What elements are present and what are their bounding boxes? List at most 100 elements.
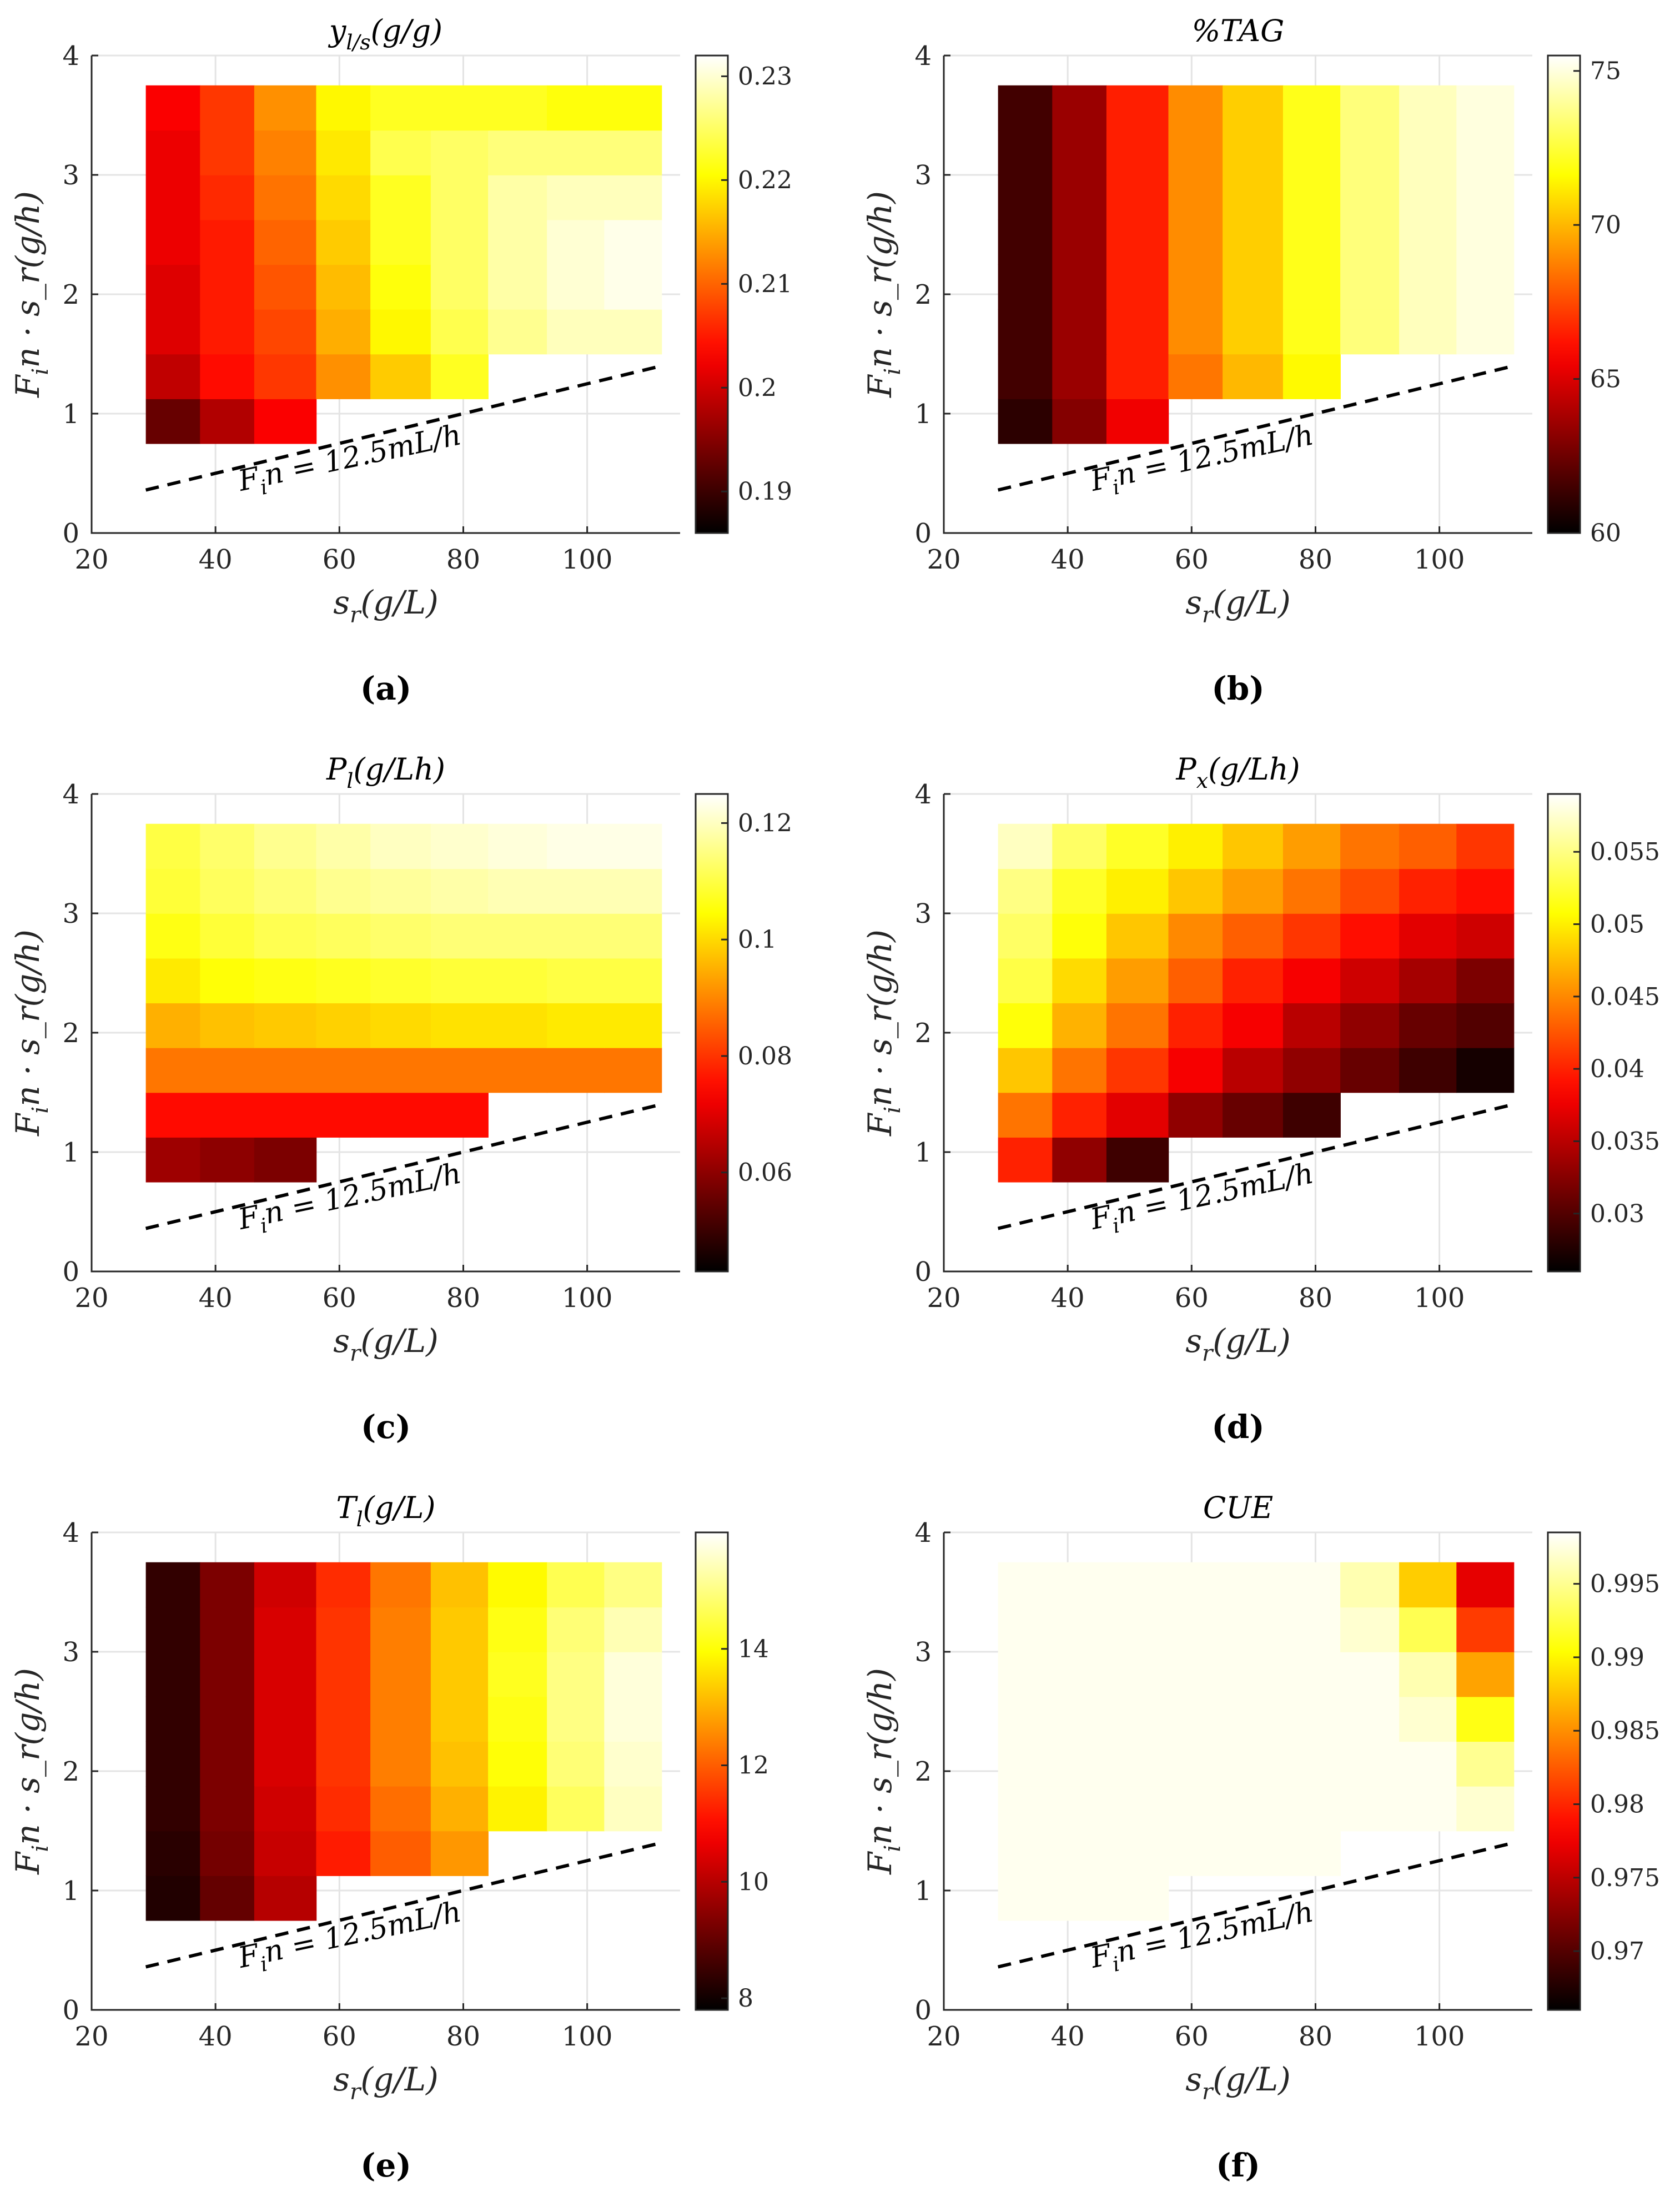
- x-tick-label: 60: [323, 544, 356, 575]
- heatmap-cell: [1399, 1047, 1457, 1093]
- x-tick-label: 20: [927, 1283, 960, 1314]
- heatmap-cell: [1106, 1652, 1169, 1697]
- y-axis-label: Fin · s_r(g/h): [9, 1668, 53, 1875]
- heatmap-cell: [1106, 913, 1169, 959]
- heatmap-cell: [1052, 1741, 1107, 1787]
- heatmap-cell: [316, 1047, 371, 1093]
- panel-caption: (e): [360, 2146, 411, 2184]
- y-tick-label: 4: [914, 41, 932, 72]
- heatmap-cell: [1168, 85, 1223, 131]
- heatmap-cell: [1282, 823, 1341, 869]
- heatmap-cell: [1052, 1652, 1107, 1697]
- colorbar-tick-label: 8: [738, 1984, 753, 2013]
- heatmap-cell: [488, 1562, 547, 1608]
- x-tick-label: 20: [74, 2021, 108, 2052]
- heatmap-cell: [316, 1741, 371, 1787]
- heatmap-cell: [998, 264, 1053, 310]
- heatmap-cell: [547, 823, 605, 869]
- heatmap-cell: [1340, 913, 1400, 959]
- heatmap-cell: [1340, 264, 1400, 310]
- x-tick-label: 100: [1414, 2021, 1465, 2052]
- y-tick-label: 0: [914, 518, 932, 549]
- heatmap-cell: [488, 1652, 547, 1697]
- heatmap-cell: [1168, 1696, 1223, 1742]
- heatmap-cell: [430, 1786, 489, 1832]
- x-axis-label: sr(g/L): [1185, 2060, 1291, 2105]
- heatmap-cell: [145, 868, 201, 914]
- x-tick-label: 60: [1175, 2021, 1209, 2052]
- heatmap-cell: [1340, 1786, 1400, 1832]
- heatmap-cell: [430, 868, 489, 914]
- y-tick-label: 4: [62, 41, 79, 72]
- heatmap-cell: [1399, 1652, 1457, 1697]
- heatmap-cell: [254, 823, 317, 869]
- panel-e: Fin = 12.5mL/h20 40 60 80 10001234Tl(g/L)sr(…: [9, 1490, 769, 2184]
- heatmap-cell: [1052, 823, 1107, 869]
- panel-a: Fin = 12.5mL/h20 40 60 80 10001234yl/s(g/g)s…: [9, 13, 792, 707]
- heatmap-cell: [1456, 85, 1515, 131]
- colorbar-tick-label: 0.05: [1590, 911, 1644, 939]
- heatmap-cell: [200, 1047, 255, 1093]
- colorbar-tick-label: 70: [1590, 211, 1621, 239]
- heatmap-cell: [1052, 1786, 1107, 1832]
- heatmap-cell: [145, 823, 201, 869]
- heatmap-cell: [998, 130, 1053, 175]
- heatmap-cell: [1052, 868, 1107, 914]
- heatmap-cell: [430, 264, 489, 310]
- panel-caption: (c): [361, 1408, 411, 1446]
- heatmap-cell: [370, 913, 431, 959]
- colorbar: [1547, 793, 1581, 1273]
- heatmap-cell: [316, 1831, 371, 1876]
- heatmap-cell: [1456, 1652, 1515, 1697]
- heatmap-cell: [1456, 868, 1515, 914]
- heatmap-cell: [145, 85, 201, 131]
- heatmap-cell: [1052, 85, 1107, 131]
- heatmap-cell: [254, 264, 317, 310]
- heatmap-cell: [200, 1092, 255, 1138]
- x-axis-label: sr(g/L): [333, 2060, 439, 2105]
- heatmap-cell: [1223, 1652, 1284, 1697]
- heatmap-cell: [998, 913, 1053, 959]
- colorbar: [695, 54, 729, 534]
- heatmap-cell: [1456, 1003, 1515, 1048]
- heatmap-cell: [316, 1652, 371, 1697]
- heatmap-cell: [254, 1652, 317, 1697]
- x-tick-label: 40: [1051, 544, 1085, 575]
- heatmap-cell: [430, 1562, 489, 1608]
- heatmap-cell: [604, 1786, 662, 1832]
- y-axis-label: Fin · s_r(g/h): [861, 1668, 906, 1875]
- heatmap-cell: [1052, 958, 1107, 1004]
- heatmap-cell: [604, 1741, 662, 1787]
- heatmap-cell: [1106, 1786, 1169, 1832]
- heatmap-cell: [370, 354, 431, 399]
- panel-caption: (a): [360, 670, 411, 707]
- heatmap-cell: [316, 868, 371, 914]
- heatmap-cell: [145, 264, 201, 310]
- heatmap-cell: [1282, 913, 1341, 959]
- heatmap-cell: [1168, 264, 1223, 310]
- heatmap-cell: [1223, 1786, 1284, 1832]
- y-axis-label: Fin · s_r(g/h): [861, 929, 906, 1137]
- heatmap-cell: [200, 1696, 255, 1742]
- heatmap-cell: [488, 85, 547, 131]
- heatmap-cell: [1282, 219, 1341, 265]
- heatmap-cell: [1052, 130, 1107, 175]
- x-tick-label: 80: [1299, 544, 1332, 575]
- heatmap-cell: [1282, 1092, 1341, 1138]
- heatmap-cell: [1399, 175, 1457, 220]
- y-tick-label: 1: [914, 1876, 932, 1907]
- heatmap-cell: [547, 1047, 605, 1093]
- heatmap-cell: [1340, 868, 1400, 914]
- colorbar: [695, 1531, 729, 2011]
- colorbar-tick-label: 0.045: [1590, 983, 1660, 1011]
- x-tick-label: 60: [323, 2021, 356, 2052]
- heatmap-cell: [998, 1092, 1053, 1138]
- heatmap-cell: [547, 130, 605, 175]
- heatmap-cell: [254, 1092, 317, 1138]
- heatmap-cell: [1168, 219, 1223, 265]
- colorbar-tick-label: 12: [738, 1752, 769, 1780]
- heatmap-cell: [1456, 1562, 1515, 1608]
- heatmap-cell: [547, 1562, 605, 1608]
- heatmap-cell: [604, 219, 662, 265]
- heatmap-cell: [145, 130, 201, 175]
